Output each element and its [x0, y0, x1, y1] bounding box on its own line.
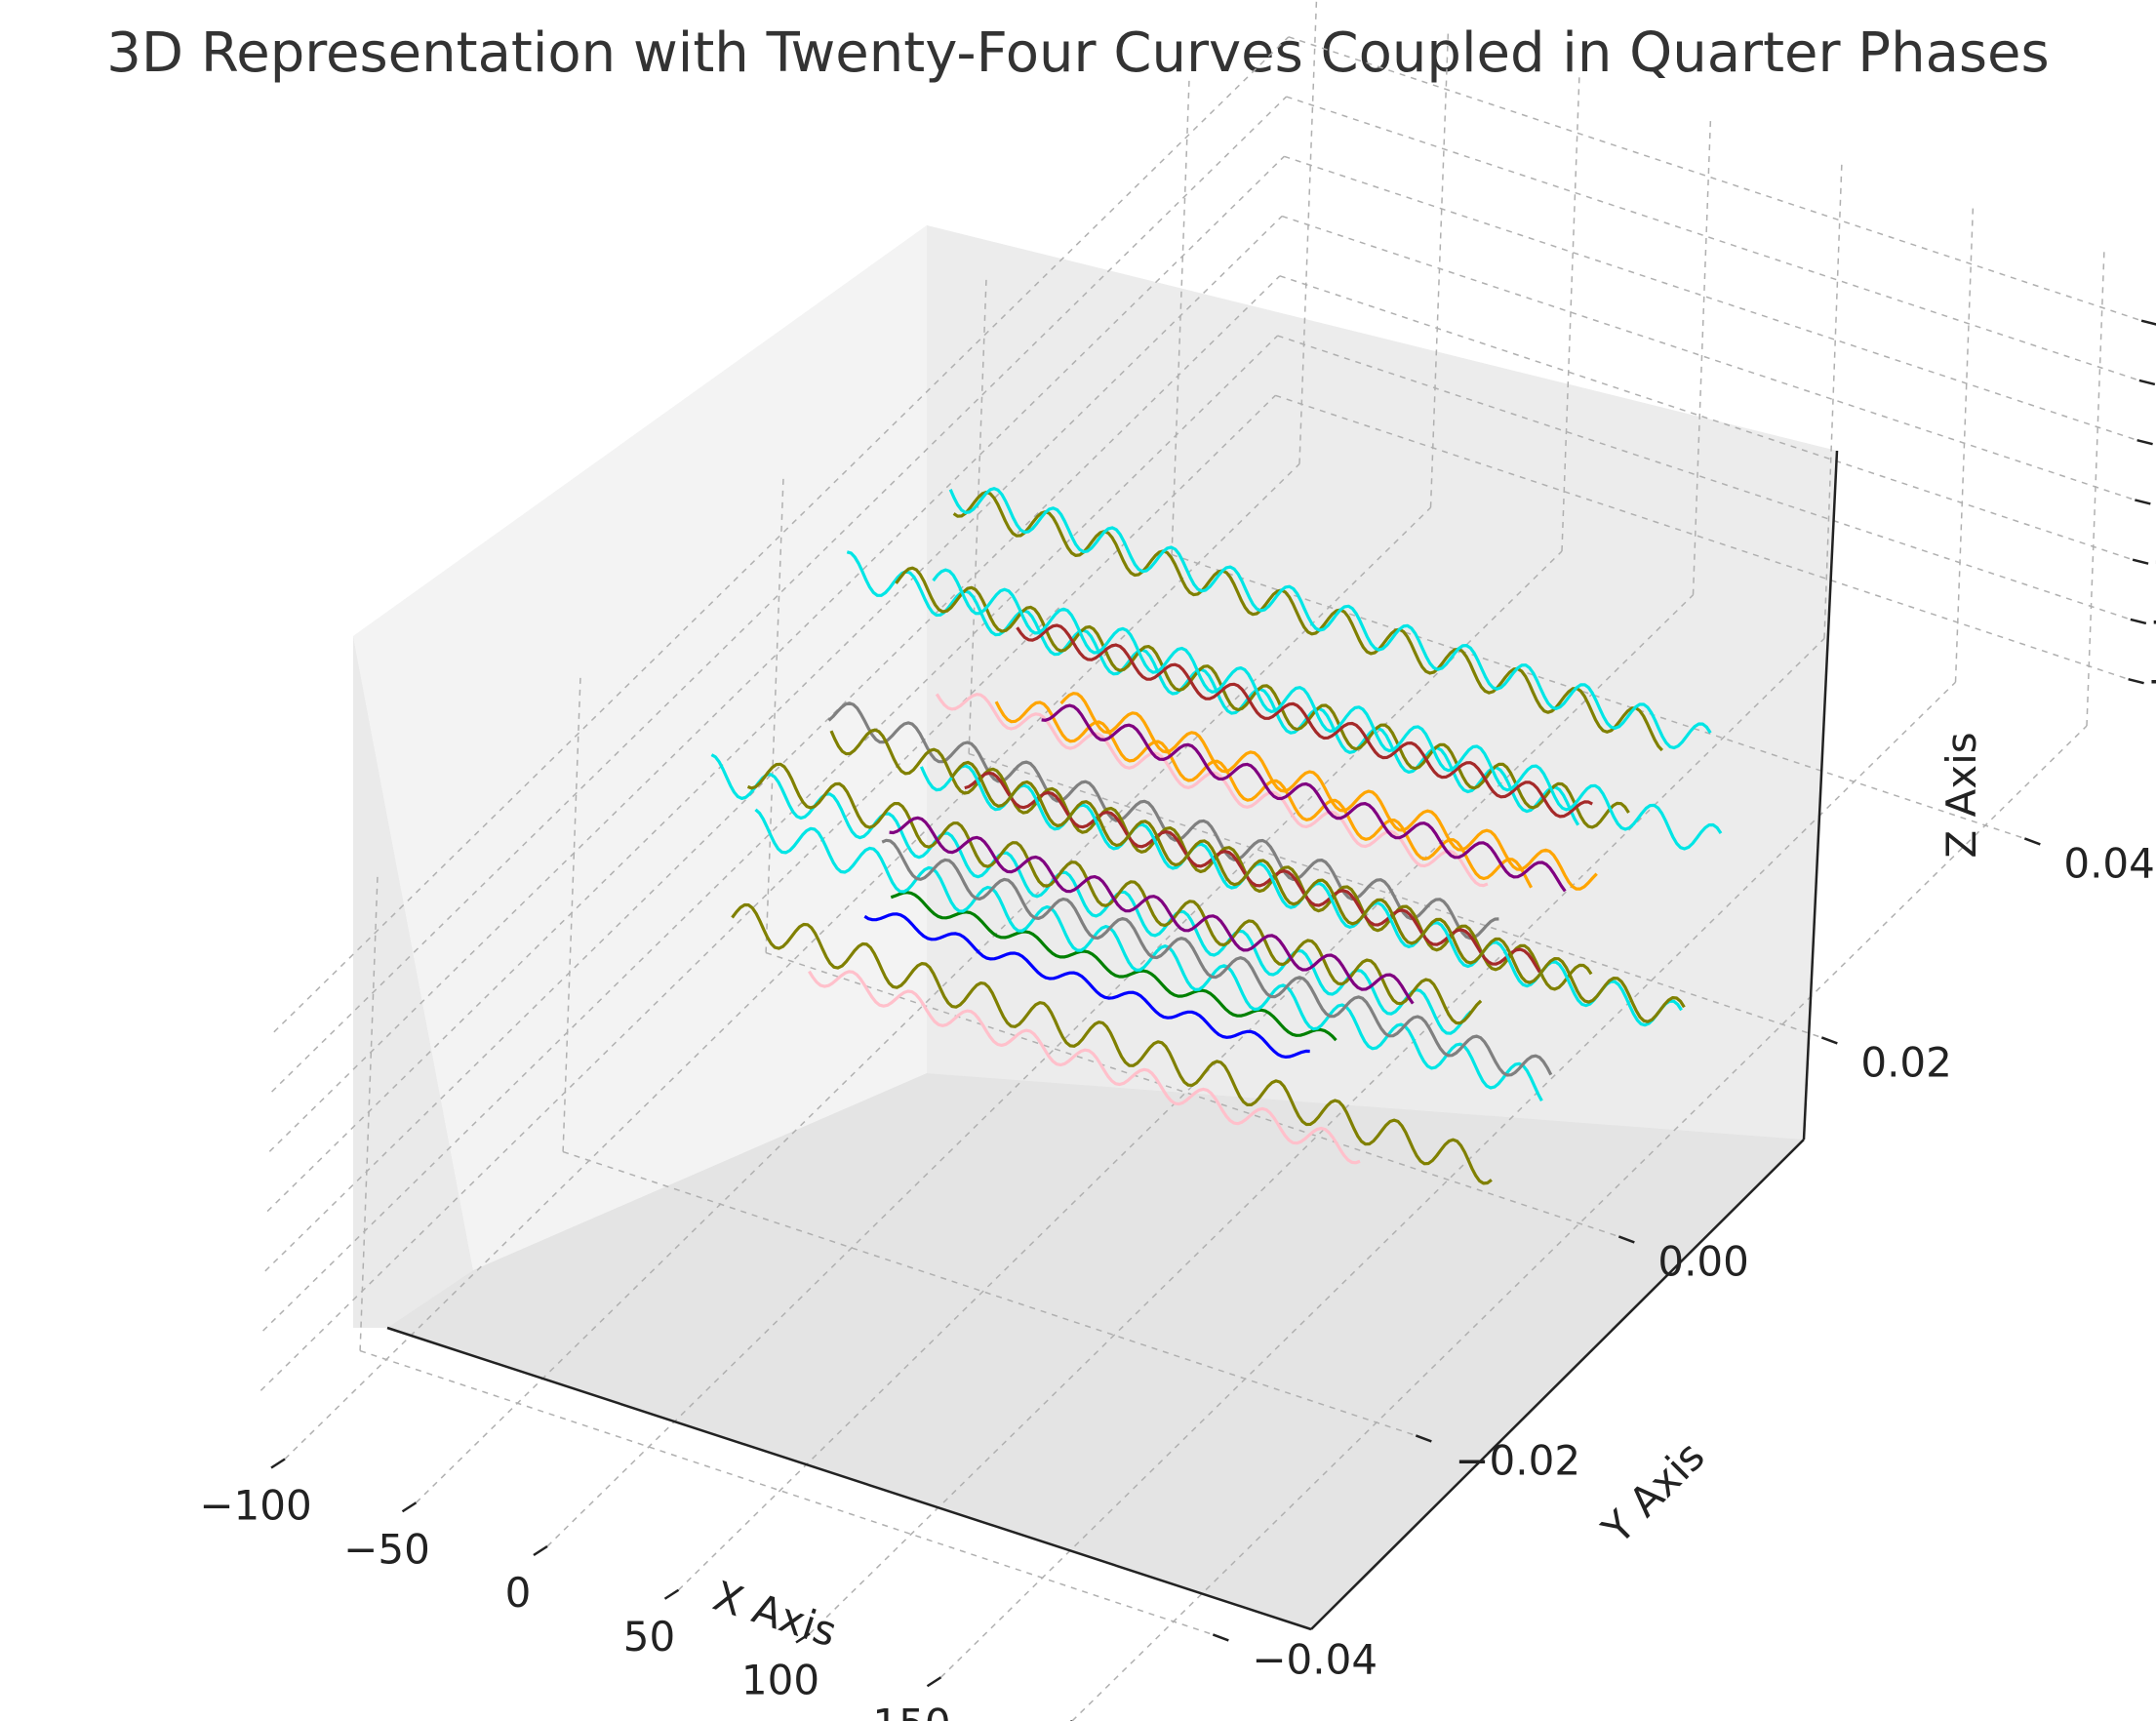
- gridline-x-back: [1692, 116, 1712, 595]
- gridline-x-floor: [546, 550, 1563, 1547]
- series-curve-4: [895, 566, 1630, 829]
- series-curve-5: [827, 701, 1499, 941]
- gridline-z-back: [1284, 155, 2137, 441]
- x-tick-label: −100: [199, 1482, 311, 1530]
- series-curve-1: [846, 550, 1580, 826]
- gridline-z-back: [1288, 36, 2142, 322]
- series-curve-15: [829, 728, 1593, 991]
- gridline-y-floor: [562, 1150, 1417, 1437]
- z-tick-label: −50: [2149, 597, 2156, 645]
- gridline-z-back: [1277, 335, 2132, 620]
- series-curve-18: [964, 771, 1541, 974]
- gridline-z-side: [264, 275, 1281, 1272]
- gridline-z-back: [1281, 215, 2136, 501]
- y-axis-label: Y Axis: [1592, 1432, 1714, 1554]
- gridline-z-side: [271, 96, 1288, 1093]
- x-tick-label: 0: [505, 1569, 532, 1617]
- gridline-z-side: [260, 394, 1276, 1391]
- gridline-x-floor: [415, 506, 1432, 1503]
- series-curve-13: [863, 912, 1310, 1060]
- gridline-z-side: [268, 155, 1285, 1152]
- y-tick-mark: [1415, 1434, 1432, 1443]
- series-curve-3: [948, 487, 1712, 750]
- chart-title: 3D Representation with Twenty-Four Curve…: [106, 21, 2050, 85]
- y-tick-mark: [1820, 1036, 1838, 1045]
- gridline-x-floor: [939, 681, 1957, 1678]
- y-tick-label: −0.02: [1455, 1436, 1580, 1484]
- series-curve-19: [754, 808, 1543, 1102]
- gridline-x-back: [1561, 72, 1580, 552]
- y-tick-label: 0.00: [1657, 1237, 1749, 1285]
- curves: [710, 487, 1723, 1185]
- gridline-x-floor: [1071, 725, 2088, 1721]
- y-tick-mark: [1212, 1633, 1229, 1642]
- gridline-y-side: [359, 872, 379, 1351]
- z-tick-mark: [2138, 379, 2156, 386]
- z-tick-label: −75: [2147, 657, 2156, 704]
- x-tick-label: 50: [623, 1613, 675, 1661]
- gridline-z-side: [262, 335, 1279, 1332]
- series-curve-22: [881, 838, 1553, 1077]
- gridline-y-side: [968, 275, 987, 754]
- series-curve-20: [808, 970, 1361, 1165]
- y-tick-label: −0.04: [1252, 1635, 1377, 1683]
- series-curve-21: [731, 902, 1493, 1185]
- series-curve-16: [1041, 703, 1567, 893]
- gridline-y-floor: [1171, 553, 2025, 840]
- gridline-y-side: [1171, 76, 1190, 555]
- gridline-x-floor: [284, 462, 1300, 1461]
- series-curve-14: [890, 891, 1338, 1042]
- x-tick-mark: [401, 1501, 418, 1513]
- z-tick-mark: [2135, 499, 2151, 505]
- z-tick-mark: [2136, 438, 2153, 446]
- x-tick-label: −50: [343, 1525, 430, 1573]
- series-curve-12: [889, 816, 1415, 1005]
- z-tick-mark: [2140, 319, 2156, 326]
- gridline-y-side: [765, 474, 784, 953]
- gridline-x-floor: [677, 594, 1695, 1591]
- series-curve-9: [1016, 623, 1593, 819]
- z-tick-mark: [2132, 558, 2149, 565]
- series-curve-2: [952, 490, 1663, 752]
- x-tick-mark: [795, 1632, 811, 1644]
- y-tick-label: 0.04: [2063, 839, 2155, 887]
- series-curve-10: [932, 568, 1723, 851]
- series-curve-17: [1059, 692, 1598, 891]
- gridlines: [260, 0, 2142, 1721]
- gridline-y-side: [562, 673, 581, 1152]
- y-tick-mark: [2023, 837, 2041, 846]
- series-curve-24: [950, 760, 1686, 1023]
- x-tick-label: 150: [872, 1700, 950, 1721]
- gridline-z-back: [1275, 394, 2129, 680]
- y-tick-label: 0.02: [1860, 1038, 1952, 1086]
- back-wall-left: [353, 225, 927, 1270]
- z-tick-mark: [2130, 618, 2147, 625]
- z-tick-label: −25: [2151, 538, 2156, 585]
- ticks-layer: −100−50050100150200−0.04−0.020.000.020.0…: [199, 319, 2156, 1721]
- x-tick-mark: [663, 1588, 680, 1600]
- x-axis-label: X Axis: [707, 1572, 842, 1657]
- gridline-z-side: [273, 36, 1290, 1033]
- z-axis-label: Z Axis: [1937, 732, 1985, 858]
- gridline-z-back: [1286, 96, 2140, 381]
- x-tick-mark: [926, 1676, 942, 1688]
- x-tick-mark: [270, 1458, 286, 1469]
- x-tick-mark: [533, 1544, 548, 1557]
- gridline-y-floor: [359, 1349, 1214, 1636]
- axis-panes: [353, 225, 1837, 1629]
- y-tick-mark: [1617, 1235, 1635, 1244]
- z-axis-line: [1802, 450, 1839, 1141]
- gridline-z-back: [1279, 275, 2134, 561]
- gridline-z-side: [266, 216, 1283, 1213]
- x-tick-label: 100: [741, 1657, 819, 1704]
- z-tick-mark: [2128, 677, 2144, 685]
- x-axis-line: [386, 1326, 1312, 1631]
- back-wall-right: [927, 225, 1837, 1140]
- y-axis-line: [1310, 1139, 1805, 1630]
- axes: [386, 450, 1839, 1631]
- gridline-x-back: [1823, 160, 1843, 639]
